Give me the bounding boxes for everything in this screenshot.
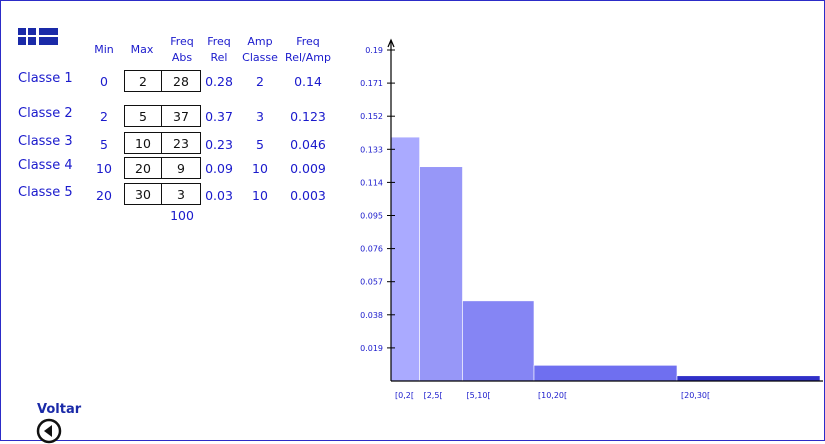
back-label[interactable]: Voltar — [37, 402, 82, 417]
min-value: 10 — [96, 161, 112, 176]
y-tick-label: 0.057 — [360, 278, 383, 287]
min-value: 5 — [100, 137, 108, 152]
amp-classe-value: 10 — [252, 161, 268, 176]
max-input[interactable] — [124, 183, 162, 205]
freq-rel-amp-value: 0.123 — [290, 109, 326, 124]
row-label: Classe 4 — [18, 158, 73, 173]
min-value: 0 — [100, 74, 108, 89]
y-tick-label: 0.19 — [365, 46, 383, 55]
x-tick-label: [2,5[ — [424, 391, 443, 400]
header-freq-rel: Freq Rel — [203, 34, 235, 66]
freq-rel-amp-value: 0.14 — [294, 74, 322, 89]
amp-classe-value: 5 — [256, 137, 264, 152]
row-label: Classe 3 — [18, 134, 73, 149]
header-freq-rel-line1: Freq — [207, 35, 231, 48]
freq-rel-amp-value: 0.046 — [290, 137, 326, 152]
header-freq-rel-amp-line1: Freq — [296, 35, 320, 48]
x-tick-label: [20,30[ — [681, 391, 710, 400]
header-freq-rel-amp-line2: Rel/Amp — [285, 51, 331, 64]
histogram-bar — [676, 375, 821, 382]
header-max: Max — [130, 43, 154, 56]
y-tick-label: 0.133 — [360, 145, 383, 154]
freq-abs-input[interactable] — [161, 183, 201, 205]
y-tick-label: 0.095 — [360, 212, 383, 221]
x-tick-label: [0,2[ — [395, 391, 414, 400]
freq-abs-input[interactable] — [161, 157, 201, 179]
min-value: 2 — [100, 109, 108, 124]
row-label-text: Classe — [18, 185, 61, 200]
back-arrow-icon[interactable] — [36, 418, 62, 444]
header-freq-abs-line2: Abs — [171, 51, 193, 64]
freq-abs-input[interactable] — [161, 70, 201, 92]
freq-rel-value: 0.23 — [205, 137, 233, 152]
freq-rel-value: 0.09 — [205, 161, 233, 176]
freq-rel-value: 0.03 — [205, 188, 233, 203]
amp-classe-value: 10 — [252, 188, 268, 203]
amp-classe-value: 3 — [256, 109, 264, 124]
header-freq-rel-line2: Rel — [210, 51, 228, 64]
header-min: Min — [94, 43, 114, 56]
min-value: 20 — [96, 188, 112, 203]
y-tick-label: 0.076 — [360, 245, 383, 254]
max-input[interactable] — [124, 70, 162, 92]
row-label-text: Classe — [18, 106, 61, 121]
histogram-bar — [462, 300, 535, 382]
row-number: 1 — [64, 71, 73, 86]
row-label-text: Classe — [18, 134, 61, 149]
app-grid-icon[interactable] — [18, 28, 60, 45]
max-input[interactable] — [124, 105, 162, 127]
x-tick-label: [5,10[ — [467, 391, 491, 400]
header-amp-classe: Amp Classe — [240, 34, 280, 66]
amp-classe-value: 2 — [256, 74, 264, 89]
histogram-bar — [390, 136, 420, 382]
row-label: Classe 5 — [18, 185, 73, 200]
row-label-text: Classe — [18, 71, 61, 86]
freq-rel-amp-value: 0.003 — [290, 188, 326, 203]
freq-abs-total: 100 — [170, 208, 194, 223]
max-input[interactable] — [124, 132, 162, 154]
row-label-text: Classe — [18, 158, 61, 173]
y-tick-label: 0.171 — [360, 79, 383, 88]
freq-rel-value: 0.37 — [205, 109, 233, 124]
y-tick-label: 0.019 — [360, 344, 383, 353]
freq-abs-input[interactable] — [161, 105, 201, 127]
row-number: 4 — [64, 158, 73, 173]
freq-rel-value: 0.28 — [205, 74, 233, 89]
row-number: 5 — [64, 185, 73, 200]
histogram-bar — [533, 365, 678, 382]
header-freq-rel-amp: Freq Rel/Amp — [283, 34, 333, 66]
header-amp-classe-line2: Classe — [242, 51, 278, 64]
x-tick-label: [10,20[ — [538, 391, 567, 400]
y-axis-arrow — [387, 38, 395, 48]
row-number: 3 — [64, 134, 73, 149]
y-tick-label: 0.038 — [360, 311, 383, 320]
freq-rel-amp-value: 0.009 — [290, 161, 326, 176]
header-freq-abs: Freq Abs — [163, 34, 201, 66]
header-amp-classe-line1: Amp — [247, 35, 273, 48]
y-tick-label: 0.152 — [360, 112, 383, 121]
y-tick-label: 0.114 — [360, 178, 383, 187]
row-label: Classe 2 — [18, 106, 73, 121]
histogram-bar — [419, 166, 463, 382]
max-input[interactable] — [124, 157, 162, 179]
freq-abs-input[interactable] — [161, 132, 201, 154]
row-number: 2 — [64, 106, 73, 121]
header-freq-abs-line1: Freq — [170, 35, 194, 48]
row-label: Classe 1 — [18, 71, 73, 86]
